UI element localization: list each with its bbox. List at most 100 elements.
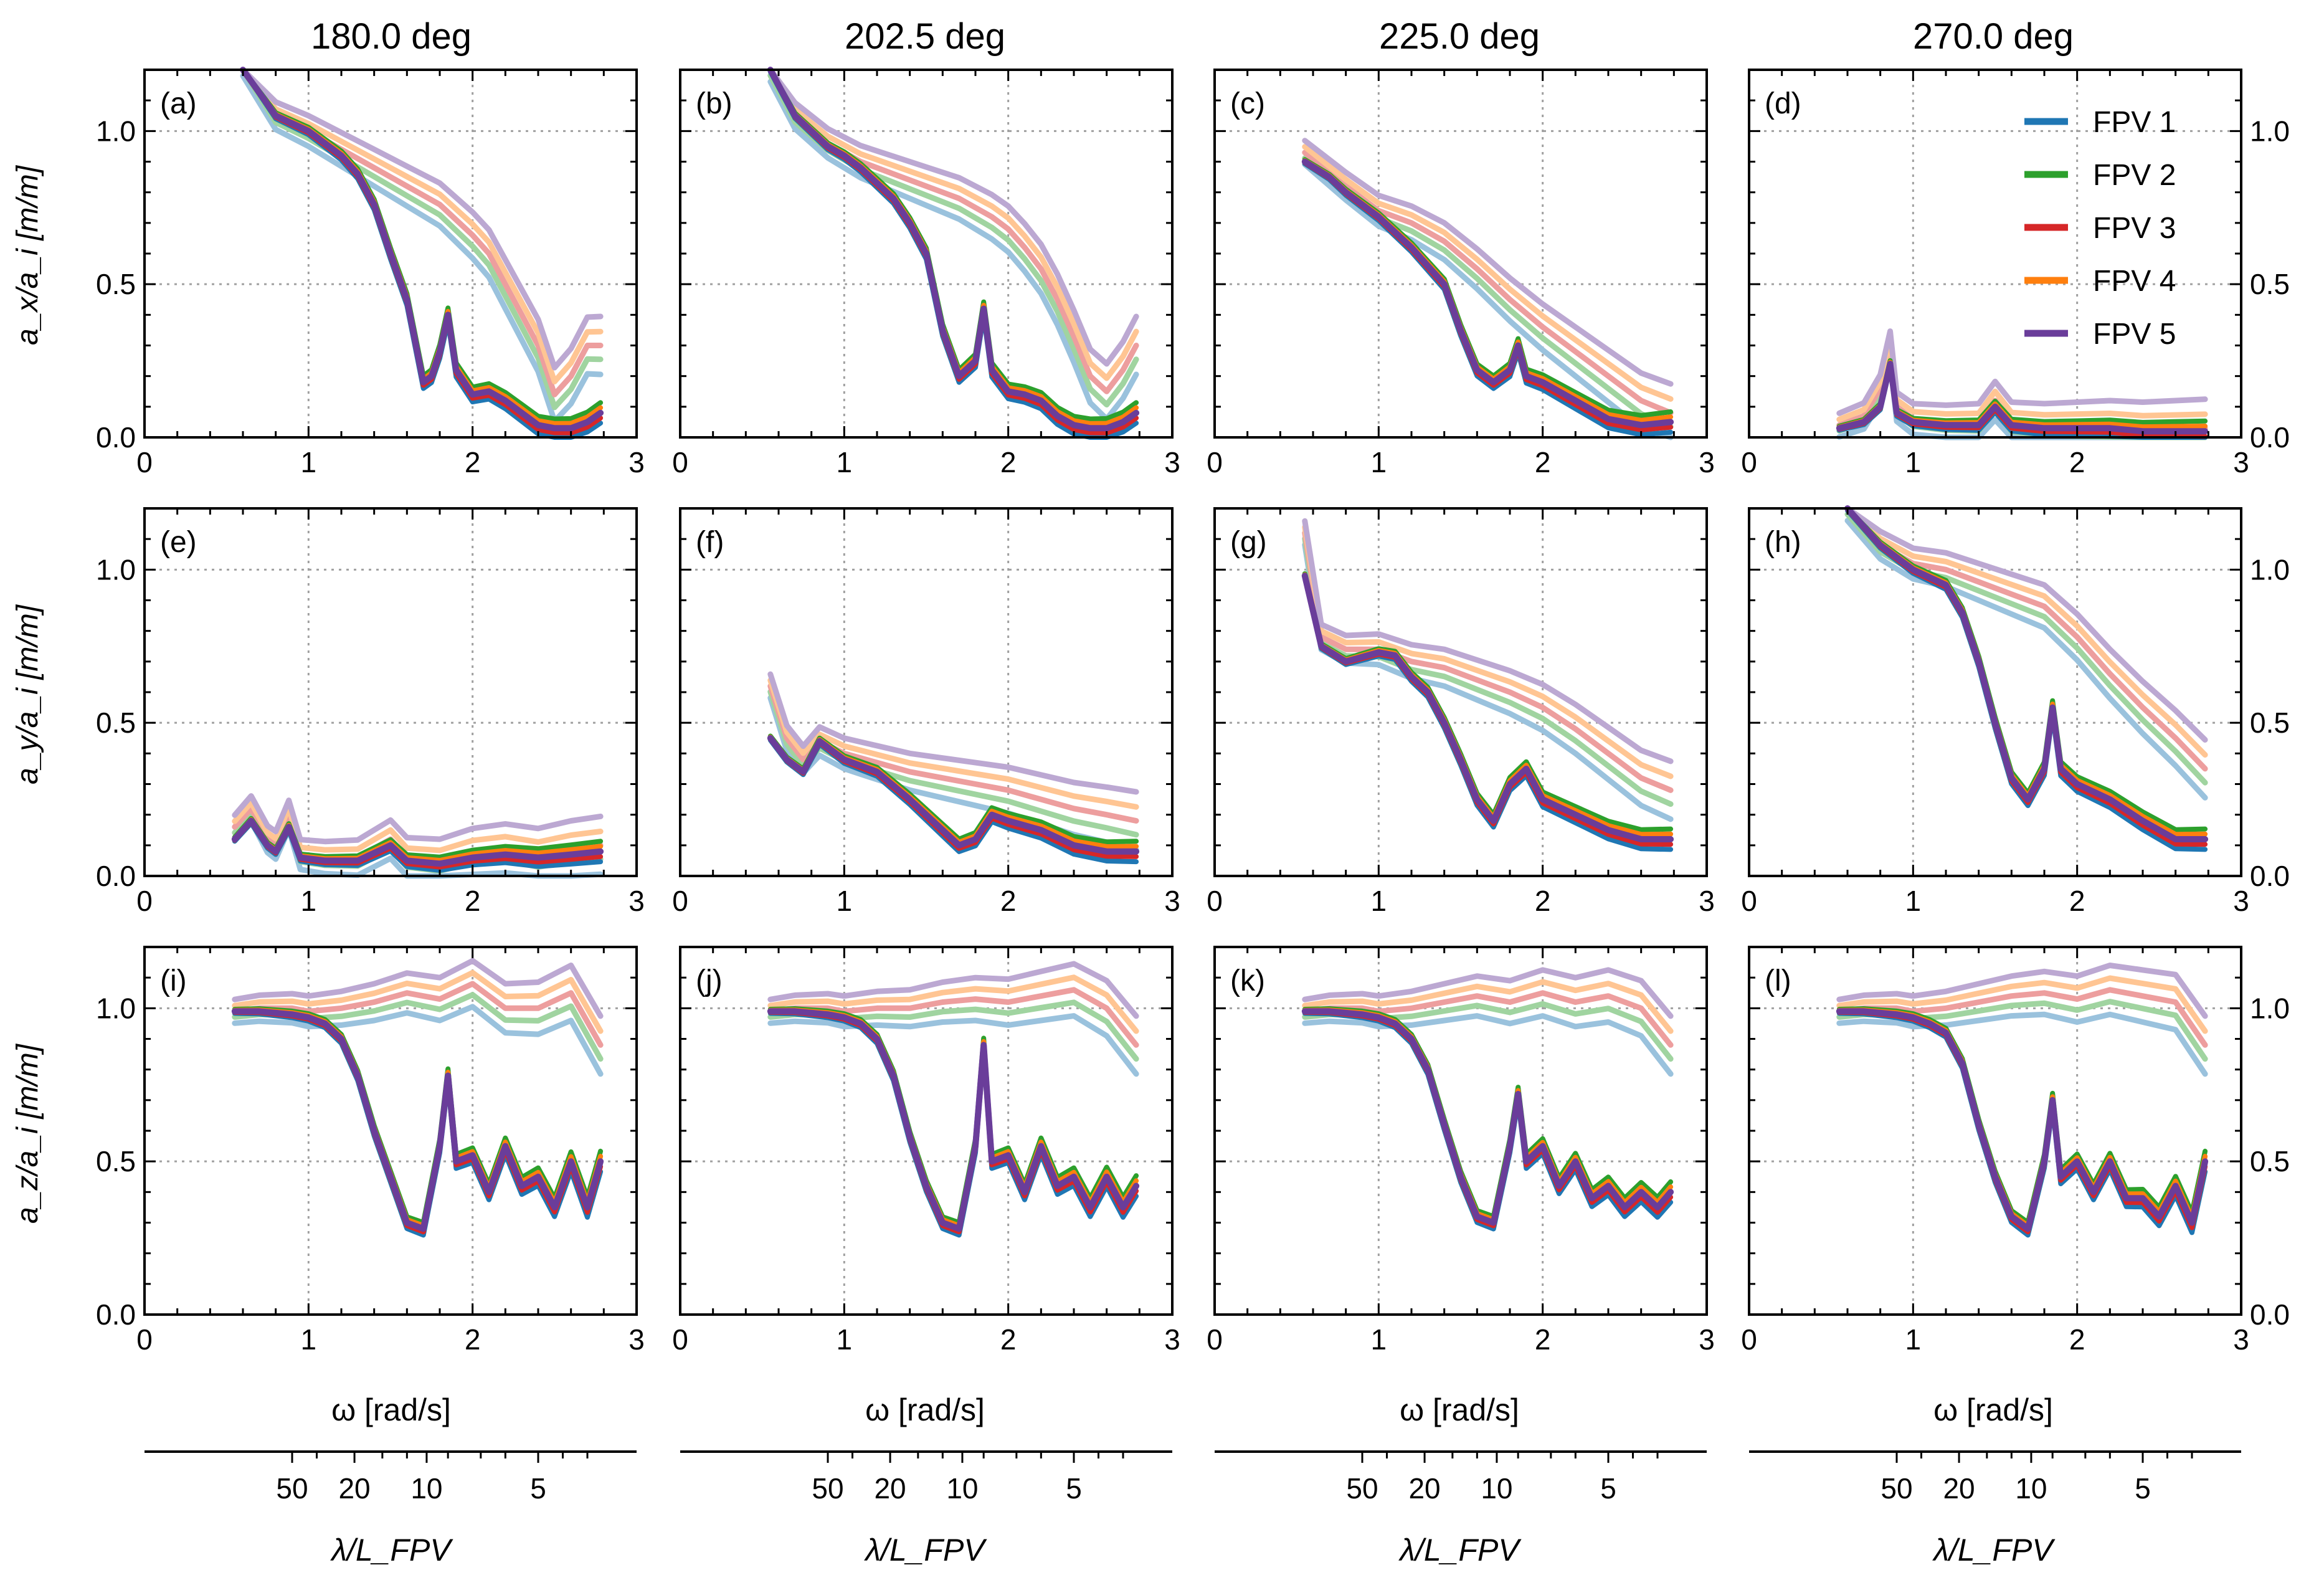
lambda-tick-label: 50 — [1346, 1472, 1378, 1505]
series-line-faded-1 — [232, 818, 604, 879]
legend-label-5: FPV 5 — [2093, 318, 2176, 351]
x-axis-label-1: ω [rad/s] — [865, 1392, 985, 1427]
x-tick-label: 3 — [628, 885, 645, 917]
y-tick-label: 0.5 — [96, 268, 136, 300]
x-tick-label: 0 — [136, 446, 153, 478]
x-tick-label: 2 — [465, 446, 481, 478]
y-tick-label: 1.0 — [96, 992, 136, 1024]
series-line-5 — [1301, 158, 1674, 429]
series-line-faded-5 — [767, 671, 1139, 795]
series-line-faded-5 — [1836, 963, 2208, 1019]
y-tick-label-right: 1.0 — [2250, 553, 2290, 586]
series-line-faded-4 — [767, 677, 1139, 810]
x-tick-label: 3 — [1699, 1323, 1715, 1356]
lambda-axis-0: 50 20 10 5 — [145, 1450, 637, 1505]
lambda-axis-label-3: λ/L_FPV — [1932, 1533, 2056, 1568]
series-line-faded-4 — [1844, 505, 2208, 758]
x-tick-label: 3 — [2233, 446, 2249, 478]
x-tick-label: 0 — [1207, 1323, 1223, 1356]
series-line-faded-5 — [232, 958, 604, 1019]
series-line-faded-5 — [1302, 967, 1674, 1019]
x-tick-label: 2 — [1535, 1323, 1551, 1356]
y-tick-label: 0.5 — [96, 706, 136, 739]
x-tick-label: 2 — [2069, 885, 2085, 917]
x-tick-label: 3 — [2233, 1323, 2249, 1356]
series-line-5 — [231, 817, 604, 867]
y-axis-label-row-1: a_y/a_i [m/m] — [11, 604, 44, 784]
column-heading-0: 180.0 deg — [311, 16, 472, 57]
series-line-faded-3 — [1836, 987, 2208, 1048]
y-tick-label-right: 0.5 — [2250, 1145, 2290, 1178]
x-tick-label: 0 — [136, 885, 153, 917]
series-line-faded-4 — [232, 799, 604, 854]
series-line-5 — [240, 67, 604, 432]
panel-a: 0 1 2 3 0.0 0.5 1.0 (a) — [96, 67, 645, 478]
panel-letter: (e) — [160, 526, 197, 559]
series-line-faded-4 — [232, 969, 604, 1034]
x-tick-label: 1 — [1905, 446, 1922, 478]
x-tick-label: 2 — [1000, 446, 1017, 478]
lambda-axis-3: 50 20 10 5 — [1749, 1450, 2241, 1505]
y-tick-label-right: 0.0 — [2250, 421, 2290, 454]
panel-letter: (c) — [1230, 87, 1265, 120]
series-line-faded-1 — [232, 1004, 604, 1077]
lambda-tick-label: 50 — [1881, 1472, 1912, 1505]
x-tick-label: 0 — [672, 446, 688, 478]
legend: FPV 1 FPV 2 FPV 3 FPV 4 FPV 5 — [2024, 106, 2176, 351]
lambda-tick-label: 20 — [874, 1472, 906, 1505]
x-tick-label: 2 — [1000, 885, 1017, 917]
series-line-faded-4 — [1302, 979, 1674, 1034]
lambda-tick-label: 10 — [946, 1472, 978, 1505]
x-tick-label: 3 — [2233, 885, 2249, 917]
legend-label-4: FPV 4 — [2093, 265, 2176, 298]
x-tick-label: 3 — [1164, 885, 1180, 917]
series-line-faded-1 — [240, 73, 604, 424]
lambda-tick-label: 50 — [812, 1472, 843, 1505]
lambda-tick-label: 20 — [1943, 1472, 1975, 1505]
legend-label-2: FPV 2 — [2093, 159, 2176, 192]
x-tick-label: 1 — [301, 446, 317, 478]
x-tick-label: 1 — [1371, 885, 1387, 917]
lambda-axis-1: 50 20 10 5 — [680, 1450, 1172, 1505]
lambda-axis-label-0: λ/L_FPV — [330, 1533, 453, 1568]
series-line-faded-1 — [767, 78, 1139, 422]
series-line-faded-4 — [1302, 524, 1674, 779]
x-tick-label: 2 — [2069, 446, 2085, 478]
series-line-faded-5 — [1836, 328, 2208, 416]
series-line-faded-5 — [1302, 138, 1674, 387]
x-tick-label: 1 — [1905, 885, 1922, 917]
series-line-5 — [1301, 1008, 1674, 1226]
panel-letter: (h) — [1765, 526, 1801, 559]
x-tick-label: 2 — [1000, 1323, 1017, 1356]
panel-letter: (d) — [1765, 87, 1801, 120]
lambda-tick-label: 5 — [1066, 1472, 1082, 1505]
lambda-tick-label: 10 — [2015, 1472, 2047, 1505]
series-line-5 — [1836, 361, 2209, 435]
panel-e: 0 1 2 3 0.0 0.5 1.0 (e) — [96, 507, 645, 917]
series-line-5 — [767, 67, 1140, 432]
x-tick-label: 3 — [1699, 885, 1715, 917]
x-tick-label: 1 — [837, 446, 853, 478]
x-tick-label: 0 — [1207, 885, 1223, 917]
panel-letter: (b) — [696, 87, 733, 120]
x-tick-label: 0 — [672, 1323, 688, 1356]
panel-j: 0 1 2 3 (j) — [672, 946, 1180, 1356]
series-line-5 — [231, 1008, 604, 1232]
x-tick-label: 0 — [672, 885, 688, 917]
series-line-faded-4 — [240, 67, 604, 384]
x-tick-label: 2 — [465, 885, 481, 917]
panel-h: 0 1 2 30.0 0.5 1.0 (h) — [1741, 505, 2290, 917]
y-tick-label: 1.0 — [96, 553, 136, 586]
series-line-faded-5 — [240, 67, 604, 371]
x-tick-label: 1 — [1905, 1323, 1922, 1356]
panel-letter: (k) — [1230, 964, 1265, 997]
x-tick-label: 1 — [837, 885, 853, 917]
x-tick-label: 1 — [1371, 446, 1387, 478]
x-tick-label: 0 — [1741, 885, 1757, 917]
x-tick-label: 1 — [1371, 1323, 1387, 1356]
panel-letter: (j) — [696, 964, 723, 997]
x-tick-label: 1 — [301, 1323, 317, 1356]
panel-k: 0 1 2 3 (k) — [1207, 946, 1715, 1356]
y-tick-label: 0.5 — [96, 1145, 136, 1178]
y-tick-label: 1.0 — [96, 115, 136, 147]
